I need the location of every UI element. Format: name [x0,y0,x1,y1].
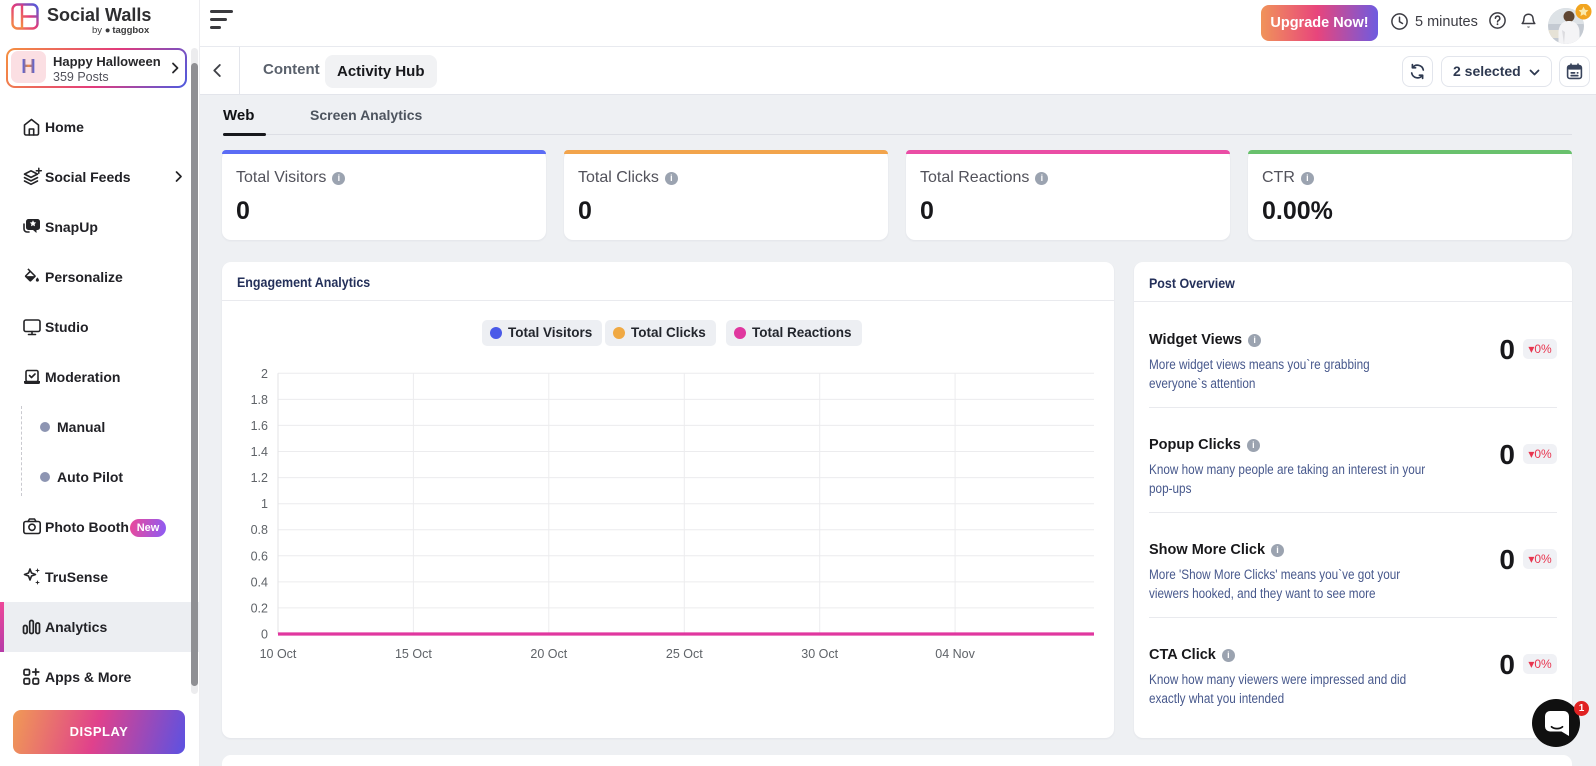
svg-text:1.6: 1.6 [251,419,268,433]
svg-text:15 Oct: 15 Oct [395,647,432,661]
svg-text:30 Oct: 30 Oct [801,647,838,661]
svg-text:0.8: 0.8 [251,523,268,537]
svg-text:0.4: 0.4 [251,575,268,589]
svg-text:10 Oct: 10 Oct [260,647,297,661]
svg-text:2: 2 [261,367,268,381]
svg-text:20 Oct: 20 Oct [530,647,567,661]
svg-text:04 Nov: 04 Nov [935,647,975,661]
svg-text:0: 0 [261,628,268,642]
svg-text:1.2: 1.2 [251,471,268,485]
svg-text:1.4: 1.4 [251,445,268,459]
svg-text:0.6: 0.6 [251,549,268,563]
svg-text:25 Oct: 25 Oct [666,647,703,661]
svg-text:1: 1 [261,497,268,511]
svg-text:1.8: 1.8 [251,393,268,407]
svg-text:0.2: 0.2 [251,601,268,615]
